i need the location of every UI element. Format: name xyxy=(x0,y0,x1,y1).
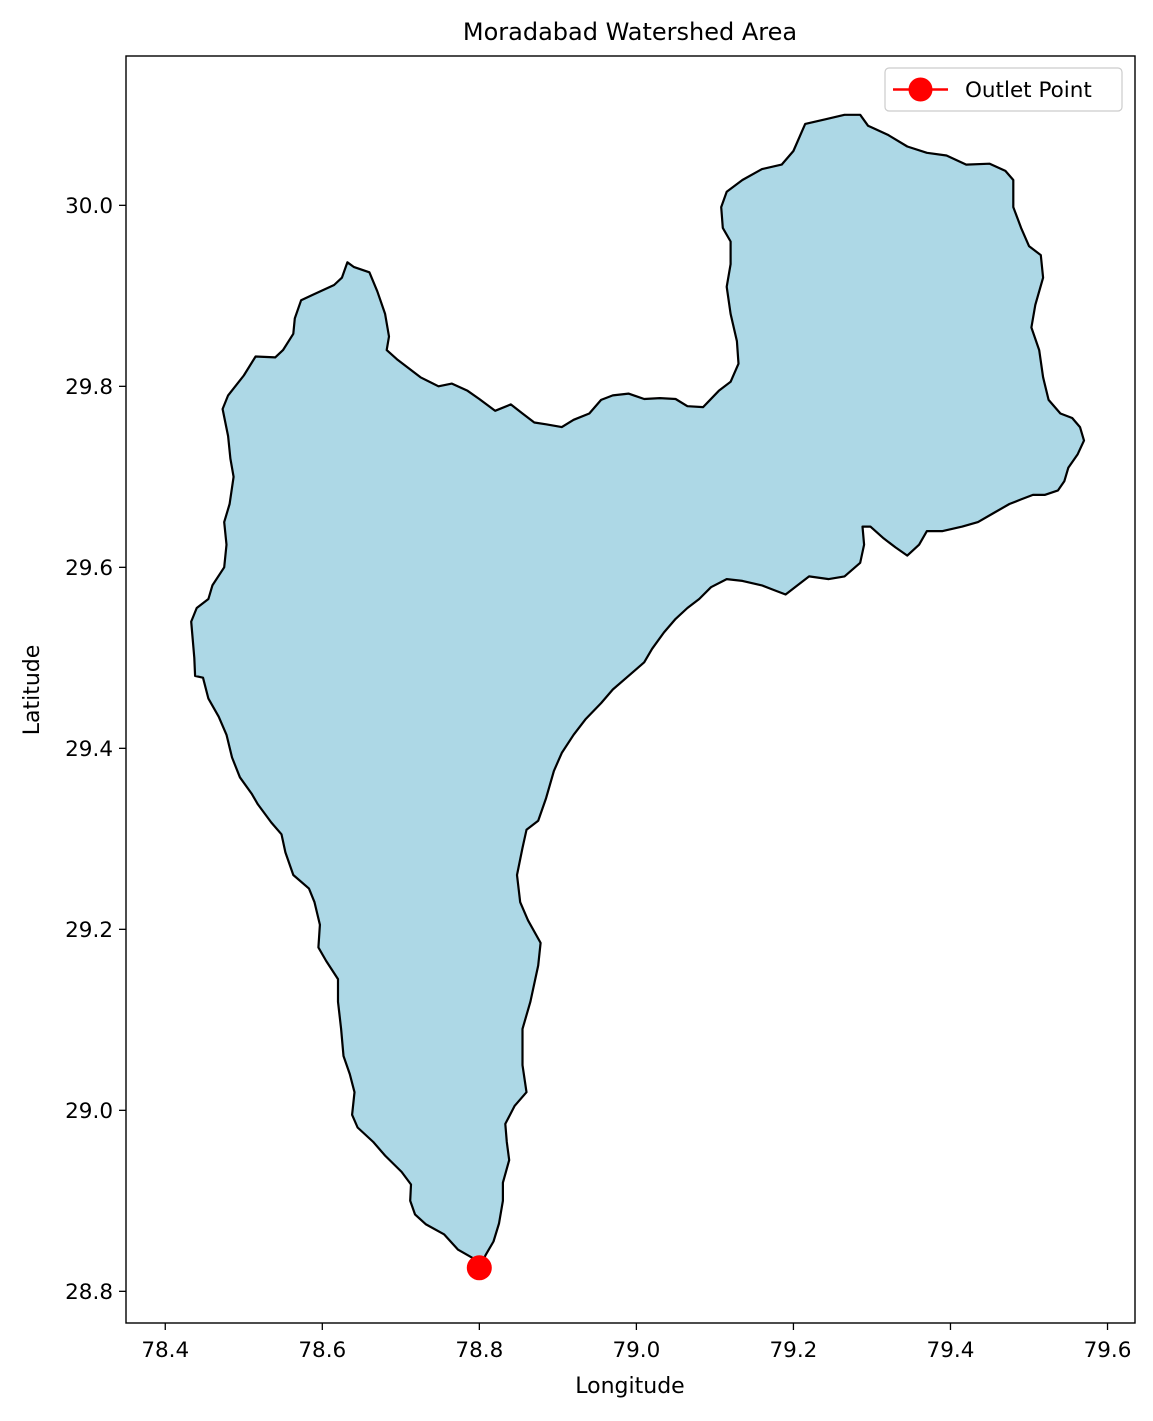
legend-marker-swatch xyxy=(908,77,933,102)
x-tick-label: 79.0 xyxy=(612,1338,660,1363)
x-axis-label: Longitude xyxy=(575,1374,684,1399)
x-tick-label: 79.4 xyxy=(927,1338,975,1363)
y-tick-label: 29.8 xyxy=(65,375,113,400)
y-tick-label: 29.2 xyxy=(65,918,113,943)
y-tick-label: 29.0 xyxy=(65,1099,113,1124)
watershed-polygon xyxy=(190,113,1086,1269)
y-axis-label: Latitude xyxy=(20,645,45,736)
axes-frame xyxy=(125,55,1136,1324)
plot-area xyxy=(190,113,1086,1281)
outlet-point-marker xyxy=(466,1255,492,1281)
x-tick-label: 79.2 xyxy=(769,1338,817,1363)
y-tick-label: 28.8 xyxy=(65,1280,113,1305)
legend-box xyxy=(884,67,1123,112)
y-tick-label: 29.4 xyxy=(65,737,113,762)
x-tick-label: 78.8 xyxy=(455,1338,503,1363)
y-tick-label: 29.6 xyxy=(65,556,113,581)
legend: Outlet Point xyxy=(884,67,1123,112)
y-axis-ticks: 28.8 29.0 29.2 29.4 29.6 29.8 30.0 xyxy=(65,194,126,1305)
legend-label: Outlet Point xyxy=(965,78,1092,103)
y-tick-label: 30.0 xyxy=(65,194,113,219)
chart-title: Moradabad Watershed Area xyxy=(463,18,797,46)
x-axis-ticks: 78.4 78.6 78.8 79.0 79.2 79.4 79.6 xyxy=(141,1323,1131,1363)
x-tick-label: 78.4 xyxy=(141,1338,189,1363)
x-tick-label: 78.6 xyxy=(298,1338,346,1363)
x-tick-label: 79.6 xyxy=(1084,1338,1132,1363)
